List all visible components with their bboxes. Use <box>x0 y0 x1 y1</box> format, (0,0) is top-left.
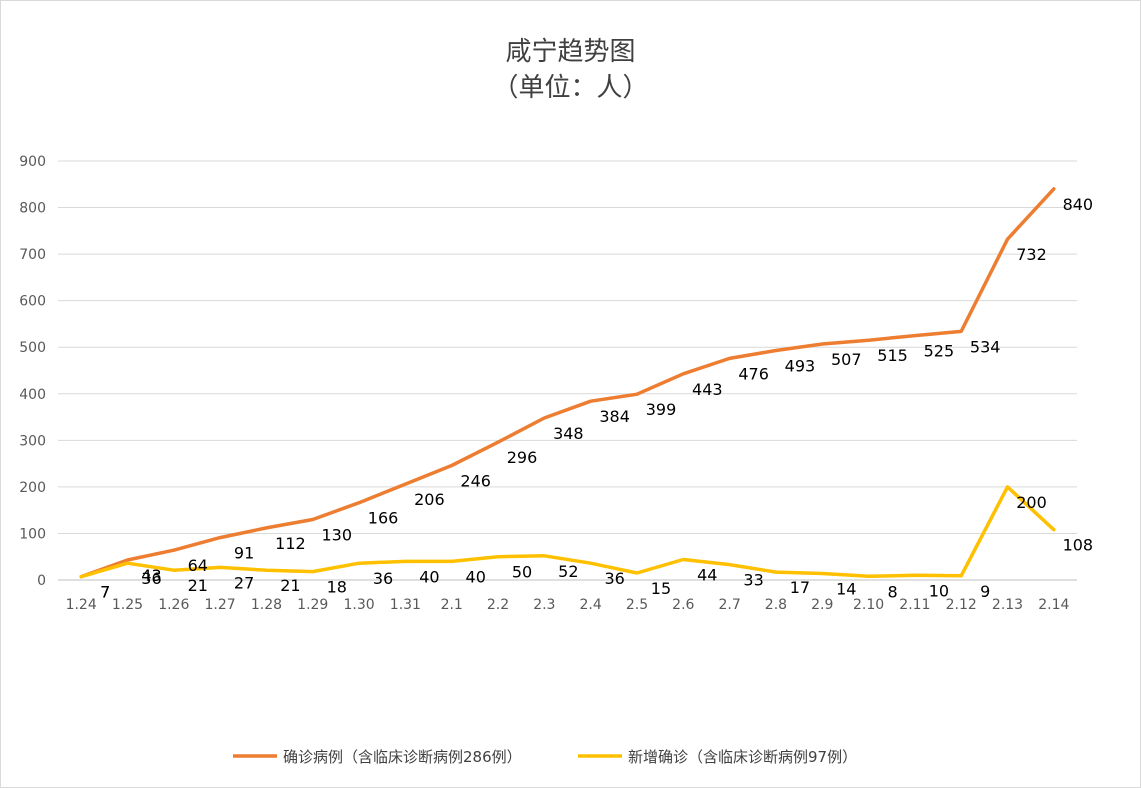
x-tick-label: 1.26 <box>158 597 189 613</box>
data-label-confirmed: 443 <box>692 380 723 399</box>
data-label-new: 7 <box>100 583 110 602</box>
x-tick-label: 2.2 <box>487 597 509 613</box>
data-label-confirmed: 399 <box>646 400 677 419</box>
x-tick-label: 1.28 <box>251 597 282 613</box>
data-label-new: 21 <box>188 576 208 595</box>
x-tick-label: 1.30 <box>343 597 374 613</box>
legend-label-confirmed: 确诊病例（含临床诊断病例286例） <box>283 748 522 766</box>
data-label-new: 52 <box>558 562 578 581</box>
x-tick-label: 2.12 <box>946 597 977 613</box>
x-tick-label: 1.24 <box>66 597 97 613</box>
data-label-confirmed: 493 <box>785 356 816 375</box>
chart-title-block: 咸宁趋势图 （单位：人） <box>0 34 1141 106</box>
data-label-new: 8 <box>887 582 897 601</box>
x-tick-label: 2.4 <box>580 597 602 613</box>
y-tick-label: 900 <box>19 154 46 170</box>
x-tick-label: 2.7 <box>718 597 740 613</box>
data-label-new: 33 <box>743 571 763 590</box>
data-label-new: 44 <box>697 566 717 585</box>
data-label-confirmed: 166 <box>368 509 399 528</box>
data-label-new: 36 <box>373 569 393 588</box>
data-label-new: 50 <box>512 563 532 582</box>
data-label-confirmed: 130 <box>321 525 352 544</box>
data-label-confirmed: 840 <box>1063 195 1094 214</box>
data-label-new: 200 <box>1016 493 1047 512</box>
y-tick-label: 500 <box>19 340 46 356</box>
y-tick-label: 400 <box>19 387 46 403</box>
data-label-new: 21 <box>280 576 300 595</box>
x-tick-label: 2.1 <box>441 597 463 613</box>
data-label-new: 14 <box>836 579 856 598</box>
x-tick-label: 2.8 <box>765 597 787 613</box>
data-label-confirmed: 206 <box>414 490 445 509</box>
chart-subtitle: （单位：人） <box>492 73 649 103</box>
data-label-confirmed: 7 <box>100 583 110 602</box>
data-label-new: 27 <box>234 573 254 592</box>
x-tick-label: 2.10 <box>853 597 884 613</box>
x-tick-label: 2.11 <box>899 597 930 613</box>
data-label-new: 36 <box>141 569 161 588</box>
data-label-confirmed: 507 <box>831 350 862 369</box>
y-tick-label: 800 <box>19 201 46 217</box>
data-label-confirmed: 515 <box>877 346 908 365</box>
chart-title: 咸宁趋势图 <box>505 37 636 67</box>
x-tick-label: 1.29 <box>297 597 328 613</box>
data-label-new: 18 <box>327 578 347 597</box>
x-tick-label: 2.13 <box>992 597 1023 613</box>
data-label-confirmed: 91 <box>234 544 254 563</box>
y-tick-label: 300 <box>19 433 46 449</box>
x-tick-label: 1.27 <box>205 597 236 613</box>
y-tick-label: 0 <box>37 573 46 589</box>
data-label-confirmed: 476 <box>738 364 769 383</box>
data-label-confirmed: 43 <box>141 566 161 585</box>
data-label-new: 10 <box>929 581 949 600</box>
series-line-confirmed <box>79 187 1056 579</box>
data-label-confirmed: 296 <box>507 448 538 467</box>
data-label-confirmed: 534 <box>970 337 1001 356</box>
x-tick-label: 1.31 <box>390 597 421 613</box>
data-label-new: 17 <box>790 578 810 597</box>
data-label-new: 108 <box>1063 536 1094 555</box>
data-label-new: 9 <box>980 582 990 601</box>
data-label-new: 15 <box>651 579 671 598</box>
y-tick-label: 100 <box>19 526 46 542</box>
legend-label-new: 新增确诊（含临床诊断病例97例） <box>628 748 857 766</box>
x-tick-label: 2.5 <box>626 597 648 613</box>
x-tick-label: 2.9 <box>811 597 833 613</box>
data-label-confirmed: 732 <box>1016 245 1047 264</box>
x-tick-label: 2.14 <box>1038 597 1069 613</box>
data-label-confirmed: 384 <box>599 407 630 426</box>
data-label-confirmed: 246 <box>460 471 491 490</box>
data-label-confirmed: 348 <box>553 424 584 443</box>
y-tick-label: 700 <box>19 247 46 263</box>
x-tick-label: 2.3 <box>533 597 555 613</box>
x-tick-label: 2.6 <box>672 597 694 613</box>
series-line-new <box>79 485 1056 579</box>
data-label-new: 40 <box>466 567 486 586</box>
data-label-new: 36 <box>604 569 624 588</box>
y-tick-label: 600 <box>19 294 46 310</box>
data-label-confirmed: 525 <box>924 342 955 361</box>
y-tick-label: 200 <box>19 480 46 496</box>
data-label-new: 40 <box>419 567 439 586</box>
data-label-confirmed: 112 <box>275 534 306 553</box>
data-label-confirmed: 64 <box>188 556 208 575</box>
x-tick-label: 1.25 <box>112 597 143 613</box>
